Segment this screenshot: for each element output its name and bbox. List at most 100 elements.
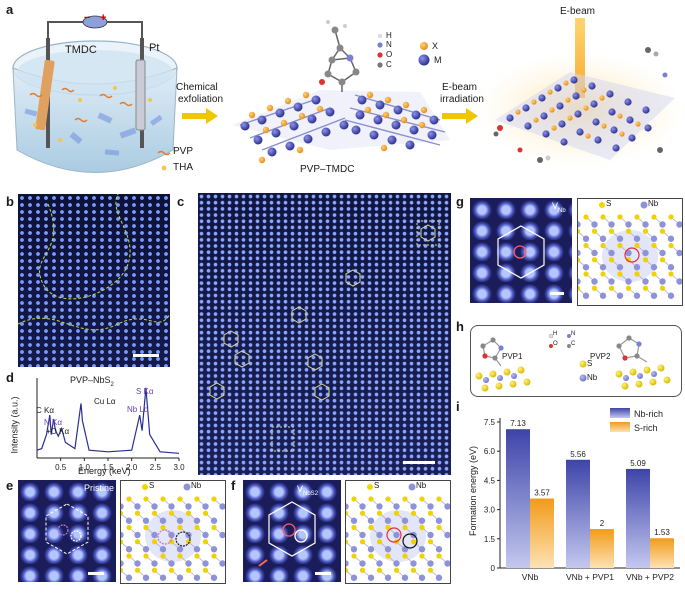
- legend-nb-dot: [408, 483, 416, 491]
- pvp2-label: PVP2: [590, 352, 611, 361]
- nb-atom: [142, 574, 150, 581]
- s-atom: [393, 510, 400, 516]
- s-atom: [659, 257, 666, 263]
- nb-atom: [176, 574, 184, 581]
- eds-peak-nb: Nb Lα: [127, 405, 149, 414]
- nb-atom: [359, 560, 366, 567]
- nb-atom: [591, 278, 598, 285]
- s-atom: [359, 567, 366, 573]
- scale-bar-e: [88, 572, 104, 575]
- nb-atom: [625, 249, 632, 257]
- panel-label-d: d: [6, 370, 14, 385]
- vnbs2-label: VNbS2: [297, 484, 318, 497]
- s-atom: [376, 567, 383, 573]
- nb-atom: [176, 517, 184, 524]
- s-atom: [160, 553, 166, 559]
- stem-image-g: [470, 198, 572, 303]
- nb-atom: [117, 560, 124, 567]
- eds-xtick-label: 2.0: [126, 463, 138, 472]
- defect-marker: [624, 247, 640, 263]
- scale-bar-f: [315, 572, 331, 575]
- nb-atom: [659, 249, 666, 257]
- nb-atom: [418, 574, 426, 581]
- nb-atom: [676, 221, 683, 228]
- chart-category-label: VNb: [522, 572, 539, 582]
- s-atom: [151, 567, 158, 573]
- s-atom: [642, 257, 649, 263]
- model-g: [566, 198, 683, 306]
- nb-atom: [359, 503, 366, 510]
- nb-atom: [134, 531, 141, 539]
- s-atom: [642, 228, 649, 234]
- nb-atom: [202, 503, 209, 510]
- legend-nb-dot: [183, 483, 191, 491]
- nb-atom: [134, 503, 141, 510]
- s-atom: [177, 496, 183, 502]
- s-atom: [211, 524, 217, 531]
- nb-atom: [650, 292, 658, 299]
- nb-atom: [418, 517, 426, 524]
- tmdc-label: TMDC: [65, 44, 97, 56]
- eds-title-sub: 2: [110, 381, 114, 388]
- nb-atom: [219, 503, 226, 510]
- chart-category-label: VNb + PVP1: [566, 572, 614, 582]
- model-e-legend-nb: Nb: [191, 481, 202, 490]
- s-atom: [185, 567, 192, 573]
- model-f-legend-nb: Nb: [416, 481, 427, 490]
- s-atom: [402, 496, 408, 502]
- nb-atom: [574, 221, 581, 228]
- nb-atom: [159, 517, 167, 524]
- h-legend-h: H: [553, 331, 558, 337]
- panel-label-f: f: [231, 478, 236, 493]
- ebeam-sheet: [480, 18, 680, 165]
- legend-swatch-nb-rich: [610, 408, 630, 418]
- nb-atom: [393, 560, 400, 567]
- electrode-minus: −: [84, 12, 91, 24]
- eds-xtick-label: 0.5: [55, 463, 67, 472]
- s-atom: [385, 524, 391, 531]
- s-atom: [600, 214, 606, 220]
- nb-atom: [193, 574, 201, 581]
- panel-label-c: c: [177, 194, 185, 209]
- nb-atom: [444, 531, 451, 539]
- bar-value-label: 2: [600, 519, 605, 528]
- nb-atom: [574, 278, 581, 285]
- legend-h: H: [386, 31, 392, 40]
- s-atom: [659, 285, 666, 291]
- s-atom: [427, 567, 434, 573]
- h-legend-n: N: [571, 331, 576, 337]
- s-atom: [600, 271, 606, 277]
- nb-atom: [342, 531, 349, 539]
- nb-atom: [444, 503, 451, 510]
- s-atom: [177, 553, 183, 559]
- s-atom: [419, 524, 425, 531]
- defect-marker: [157, 529, 173, 545]
- chart-ytick-label: 6.0: [484, 447, 496, 456]
- nb-atom: [616, 235, 624, 242]
- arrow1-label-line2: exfoliation: [178, 94, 224, 105]
- s-atom: [134, 567, 141, 573]
- nb-atom: [176, 546, 184, 553]
- electrode-plus: +: [100, 12, 107, 24]
- chart-ytick-label: 7.5: [484, 418, 496, 427]
- nb-atom: [633, 235, 641, 242]
- pristine-label: Pristine: [84, 483, 115, 493]
- panel-label-b: b: [6, 194, 14, 209]
- s-atom: [376, 510, 383, 516]
- bar-value-label: 5.09: [630, 459, 646, 468]
- h-legend-o: O: [553, 341, 558, 347]
- s-atom: [202, 510, 209, 516]
- s-atom: [634, 242, 640, 249]
- h-legend-c: C: [571, 341, 576, 347]
- nb-atom: [376, 531, 383, 539]
- s-atom: [368, 496, 374, 502]
- s-atom: [617, 214, 623, 220]
- s-atom: [591, 285, 598, 291]
- s-atom: [436, 496, 442, 502]
- legend-label-nb-rich: Nb-rich: [634, 409, 663, 419]
- nb-atom: [427, 503, 434, 510]
- s-atom: [625, 228, 632, 234]
- nb-atom: [219, 531, 226, 539]
- s-atom: [608, 285, 615, 291]
- nb-atom: [676, 249, 683, 257]
